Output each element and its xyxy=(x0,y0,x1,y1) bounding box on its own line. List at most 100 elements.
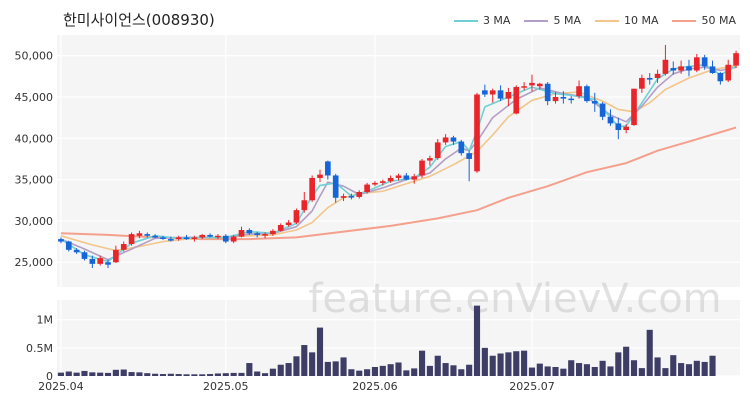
volume-bar xyxy=(120,369,127,376)
volume-bar xyxy=(434,355,441,376)
volume-bar xyxy=(646,329,653,376)
volume-bar xyxy=(65,371,72,376)
volume-bar xyxy=(513,351,520,376)
volume-bar xyxy=(607,366,614,376)
volume-bar xyxy=(583,364,590,376)
price-tick-label: 35,000 xyxy=(15,174,54,187)
candle-body xyxy=(411,176,418,180)
volume-bar xyxy=(536,363,543,376)
candle-body xyxy=(230,236,237,242)
volume-bar xyxy=(630,360,638,376)
volume-bar xyxy=(199,374,206,376)
volume-bar xyxy=(528,367,536,376)
candle-body xyxy=(97,258,104,264)
volume-bar xyxy=(152,373,159,376)
candle-body xyxy=(576,86,582,97)
candle-body xyxy=(348,196,355,198)
candle-body xyxy=(317,174,323,178)
candle-body xyxy=(81,252,88,259)
volume-bar xyxy=(238,372,245,376)
volume-bar xyxy=(159,374,167,376)
volume-bar xyxy=(678,363,685,376)
legend-item-ma3: 3 MA xyxy=(453,14,510,27)
candle-body xyxy=(560,96,567,99)
volume-bar xyxy=(662,368,669,376)
candle-body xyxy=(128,234,135,245)
candle-body xyxy=(686,66,692,71)
candle-body xyxy=(466,153,472,159)
volume-bar xyxy=(246,363,253,376)
candle-body xyxy=(246,229,253,234)
volume-bar xyxy=(403,370,410,376)
volume-bar xyxy=(466,364,473,376)
candle-body xyxy=(639,77,645,89)
candle-body xyxy=(144,234,151,236)
volume-bar xyxy=(230,372,237,376)
volume-bar xyxy=(97,372,104,376)
candle-body xyxy=(395,175,402,178)
volume-bar xyxy=(450,365,457,376)
candle-body xyxy=(678,66,684,71)
volume-bar xyxy=(222,373,229,376)
volume-bar xyxy=(576,363,583,376)
candle-body xyxy=(387,177,394,182)
candle-body xyxy=(529,82,535,86)
volume-bar xyxy=(81,370,88,376)
candle-body xyxy=(442,137,449,143)
candle-body xyxy=(105,262,111,265)
volume-bar xyxy=(395,362,402,376)
candle-body xyxy=(662,59,669,74)
volume-bar xyxy=(356,370,363,376)
candle-body xyxy=(599,103,606,117)
candle-body xyxy=(505,92,512,99)
candle-body xyxy=(568,98,575,101)
volume-bar xyxy=(144,373,151,376)
candle-body xyxy=(717,73,724,82)
candle-body xyxy=(631,88,637,126)
volume-bar xyxy=(348,369,355,376)
watermark-text: feature.enVievV.com xyxy=(308,276,721,322)
candle-body xyxy=(701,57,708,67)
candle-body xyxy=(733,53,739,66)
candle-body xyxy=(152,235,158,238)
candle-body xyxy=(293,210,300,223)
candle-body xyxy=(607,116,614,124)
volume-bar xyxy=(57,372,64,376)
candle-body xyxy=(536,83,543,87)
volume-bar xyxy=(544,366,551,376)
volume-bar xyxy=(261,373,269,376)
volume-bar xyxy=(324,361,331,376)
date-tick-label: 2025.07 xyxy=(509,380,555,393)
candle-body xyxy=(332,175,339,198)
volume-bar xyxy=(167,373,174,376)
candle-body xyxy=(199,234,206,238)
volume-bar xyxy=(693,360,700,376)
candle-body xyxy=(434,142,441,159)
volume-bar xyxy=(104,372,112,376)
candle-body xyxy=(482,90,488,95)
candle-body xyxy=(458,141,465,154)
candle-body xyxy=(254,233,261,235)
candle-body xyxy=(301,200,308,211)
date-tick-label: 2025.06 xyxy=(352,380,398,393)
candle-body xyxy=(183,237,190,240)
legend-item-ma10: 10 MA xyxy=(594,14,658,27)
candle-body xyxy=(270,230,276,235)
candle-body xyxy=(89,258,96,264)
volume-bar xyxy=(309,352,316,376)
candle-body xyxy=(427,158,433,161)
volume-bar xyxy=(685,364,693,376)
volume-bar xyxy=(497,353,504,376)
volume-bar xyxy=(371,366,379,376)
volume-bar xyxy=(615,352,622,376)
candle-body xyxy=(615,123,622,131)
volume-bar xyxy=(183,374,190,376)
candle-body xyxy=(552,96,559,102)
price-tick-label: 50,000 xyxy=(15,50,54,63)
legend-swatch-ma3 xyxy=(453,19,478,22)
candle-body xyxy=(73,249,80,253)
candle-body xyxy=(670,68,677,71)
candle-body xyxy=(191,237,198,240)
volume-bar xyxy=(207,374,214,376)
volume-bar xyxy=(521,350,528,376)
